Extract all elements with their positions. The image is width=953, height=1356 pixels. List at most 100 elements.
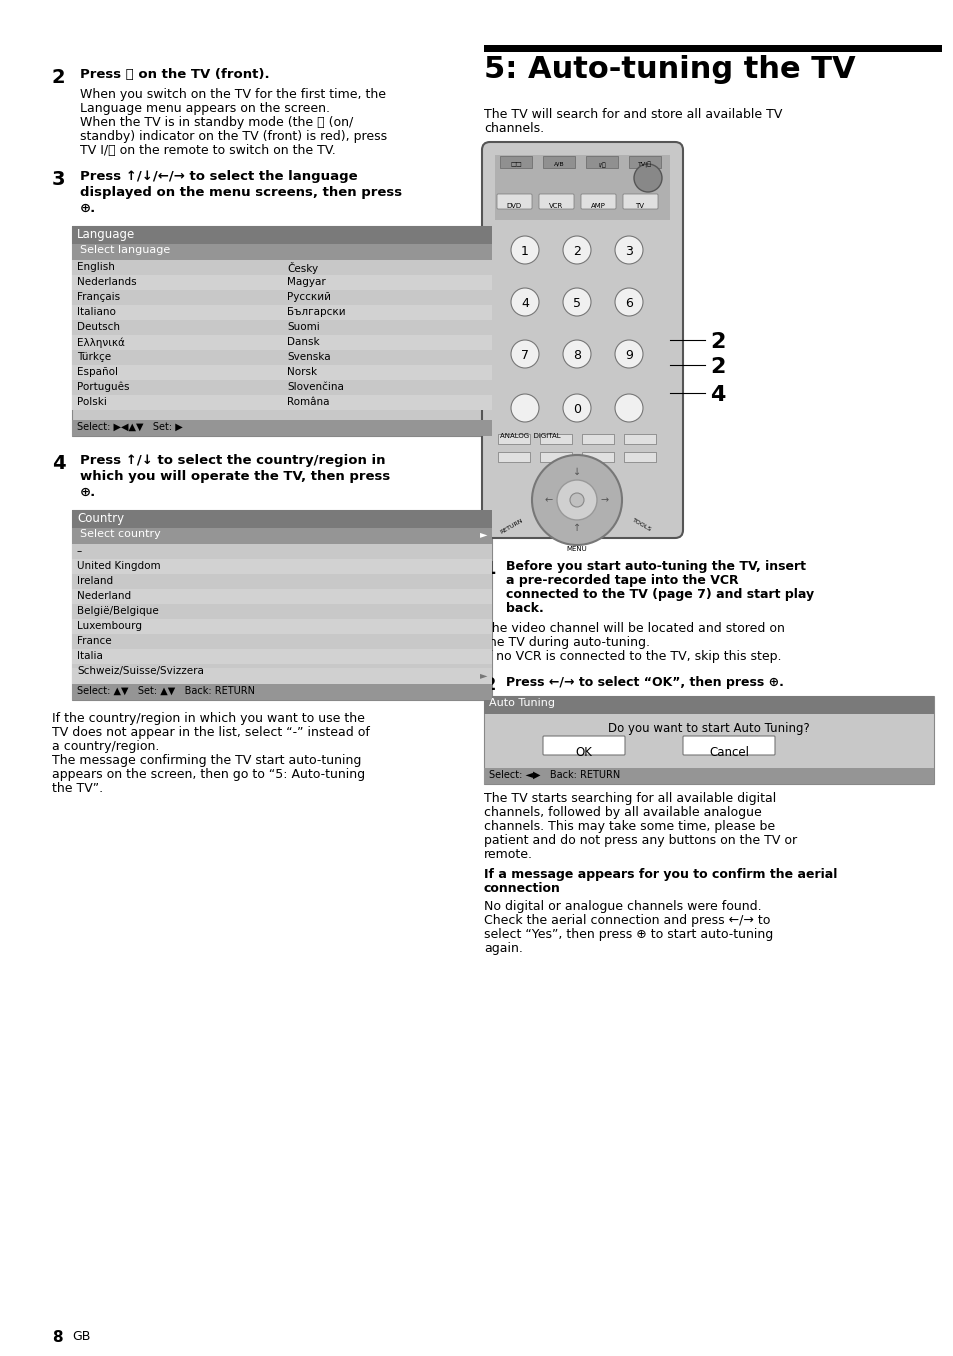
Bar bbox=[71, 603, 492, 618]
Text: Cancel: Cancel bbox=[708, 746, 748, 759]
Text: 4: 4 bbox=[520, 297, 528, 311]
Circle shape bbox=[615, 236, 642, 264]
Text: Türkçe: Türkçe bbox=[77, 353, 111, 362]
Text: 3: 3 bbox=[52, 170, 66, 188]
Text: displayed on the menu screens, then press: displayed on the menu screens, then pres… bbox=[80, 186, 402, 199]
Text: GB: GB bbox=[71, 1330, 91, 1342]
Bar bbox=[71, 226, 492, 437]
Text: back.: back. bbox=[505, 602, 543, 616]
Circle shape bbox=[562, 236, 590, 264]
FancyBboxPatch shape bbox=[538, 194, 574, 209]
Text: Country: Country bbox=[77, 513, 124, 525]
Text: select “Yes”, then press ⊕ to start auto-tuning: select “Yes”, then press ⊕ to start auto… bbox=[483, 928, 773, 941]
Text: Български: Български bbox=[287, 306, 345, 317]
Text: TV I/⎙ on the remote to switch on the TV.: TV I/⎙ on the remote to switch on the TV… bbox=[80, 144, 335, 157]
Text: 8: 8 bbox=[573, 348, 580, 362]
Text: I/⎙: I/⎙ bbox=[598, 161, 605, 168]
Text: Suomi: Suomi bbox=[287, 321, 319, 332]
Text: No digital or analogue channels were found.: No digital or analogue channels were fou… bbox=[483, 900, 760, 913]
Text: DVD: DVD bbox=[506, 203, 521, 209]
Circle shape bbox=[615, 287, 642, 316]
Text: ↓: ↓ bbox=[573, 466, 580, 477]
Text: standby) indicator on the TV (front) is red), press: standby) indicator on the TV (front) is … bbox=[80, 130, 387, 142]
FancyBboxPatch shape bbox=[622, 194, 658, 209]
Circle shape bbox=[569, 494, 583, 507]
Bar bbox=[585, 156, 618, 168]
Bar bbox=[71, 335, 282, 350]
Text: Italiano: Italiano bbox=[77, 306, 115, 317]
Text: Ireland: Ireland bbox=[77, 576, 113, 586]
Bar bbox=[542, 156, 575, 168]
Bar bbox=[71, 420, 492, 437]
Text: 1: 1 bbox=[483, 560, 496, 578]
Text: Select: ▲▼   Set: ▲▼   Back: RETURN: Select: ▲▼ Set: ▲▼ Back: RETURN bbox=[77, 686, 254, 696]
Text: 2: 2 bbox=[709, 357, 724, 377]
Text: channels, followed by all available analogue: channels, followed by all available anal… bbox=[483, 805, 760, 819]
Bar bbox=[497, 434, 530, 443]
Text: United Kingdom: United Kingdom bbox=[77, 561, 160, 571]
Text: Français: Français bbox=[77, 292, 120, 302]
Bar bbox=[282, 260, 492, 275]
Text: Português: Português bbox=[77, 382, 130, 392]
Circle shape bbox=[562, 395, 590, 422]
Bar bbox=[71, 683, 492, 700]
Text: TV does not appear in the list, select “-” instead of: TV does not appear in the list, select “… bbox=[52, 725, 370, 739]
Circle shape bbox=[511, 340, 538, 367]
Text: Nederland: Nederland bbox=[77, 591, 131, 601]
Text: Press ↑/↓/←/→ to select the language: Press ↑/↓/←/→ to select the language bbox=[80, 170, 357, 183]
Text: ►: ► bbox=[479, 529, 487, 538]
Bar bbox=[71, 510, 492, 700]
Circle shape bbox=[511, 287, 538, 316]
Bar bbox=[71, 544, 492, 559]
FancyBboxPatch shape bbox=[481, 142, 682, 538]
Text: 4: 4 bbox=[709, 385, 724, 405]
Bar bbox=[581, 434, 614, 443]
Bar bbox=[71, 395, 282, 410]
Bar bbox=[497, 452, 530, 462]
Text: France: France bbox=[77, 636, 112, 645]
Bar bbox=[539, 452, 572, 462]
Circle shape bbox=[511, 395, 538, 422]
Text: Español: Español bbox=[77, 367, 118, 377]
Text: a country/region.: a country/region. bbox=[52, 740, 159, 753]
Circle shape bbox=[615, 340, 642, 367]
Text: Nederlands: Nederlands bbox=[77, 277, 136, 287]
Text: 8: 8 bbox=[52, 1330, 63, 1345]
Text: Select country: Select country bbox=[80, 529, 161, 538]
Text: TV: TV bbox=[635, 203, 644, 209]
Bar bbox=[71, 226, 492, 244]
Bar bbox=[71, 510, 492, 527]
Text: ⊕.: ⊕. bbox=[80, 485, 96, 499]
Text: A/B: A/B bbox=[553, 161, 564, 167]
Bar bbox=[71, 559, 492, 574]
Text: again.: again. bbox=[483, 942, 522, 955]
FancyBboxPatch shape bbox=[580, 194, 616, 209]
Bar bbox=[71, 305, 282, 320]
Text: which you will operate the TV, then press: which you will operate the TV, then pres… bbox=[80, 471, 390, 483]
Text: 0: 0 bbox=[573, 403, 580, 416]
Text: TOOLS: TOOLS bbox=[631, 518, 652, 533]
Text: channels.: channels. bbox=[483, 122, 543, 136]
Text: Româna: Româna bbox=[287, 397, 329, 407]
Text: Select: ▶◀▲▼   Set: ▶: Select: ▶◀▲▼ Set: ▶ bbox=[77, 422, 183, 433]
Text: If no VCR is connected to the TV, skip this step.: If no VCR is connected to the TV, skip t… bbox=[483, 650, 781, 663]
Bar bbox=[71, 574, 492, 589]
Text: 2: 2 bbox=[709, 332, 724, 353]
Text: TV|⎙: TV|⎙ bbox=[638, 161, 651, 168]
Bar bbox=[282, 350, 492, 365]
Text: Svenska: Svenska bbox=[287, 353, 331, 362]
Text: ←: ← bbox=[544, 495, 553, 504]
Text: Norsk: Norsk bbox=[287, 367, 316, 377]
Text: 2: 2 bbox=[52, 68, 66, 87]
Bar bbox=[282, 395, 492, 410]
Bar bbox=[71, 365, 282, 380]
Bar bbox=[71, 527, 492, 544]
Circle shape bbox=[532, 456, 621, 545]
Text: Русский: Русский bbox=[287, 292, 331, 302]
Bar bbox=[71, 618, 492, 635]
Bar bbox=[282, 320, 492, 335]
Circle shape bbox=[615, 395, 642, 422]
Text: 5: 5 bbox=[573, 297, 580, 311]
Text: 3: 3 bbox=[624, 245, 632, 258]
Circle shape bbox=[562, 340, 590, 367]
